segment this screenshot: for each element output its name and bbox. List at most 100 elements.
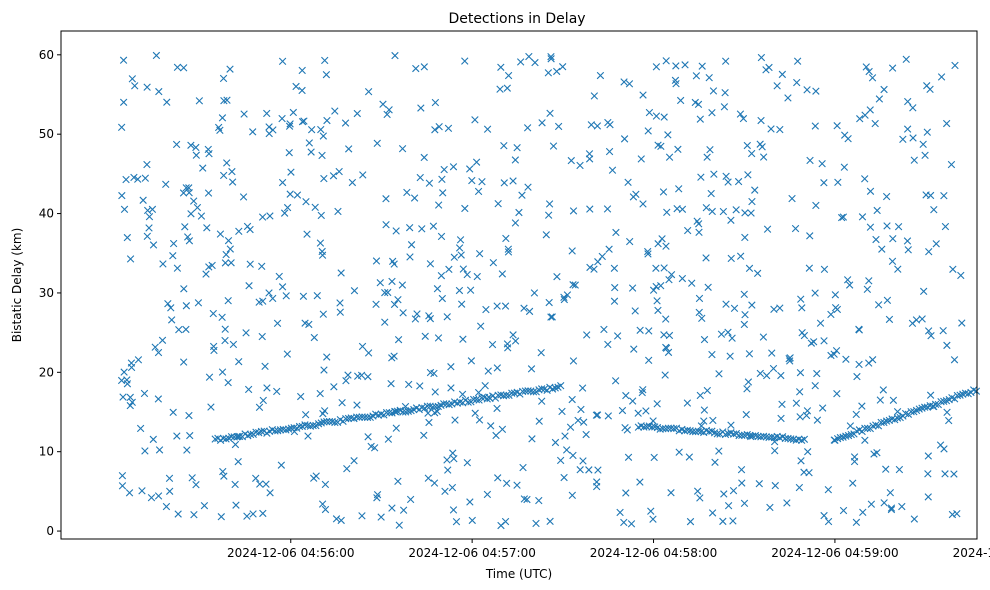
data-point	[700, 417, 708, 425]
data-point	[729, 487, 738, 495]
data-point	[265, 123, 273, 131]
data-point	[708, 509, 717, 517]
data-point	[531, 58, 539, 67]
data-point	[261, 362, 269, 371]
data-point	[221, 259, 230, 267]
data-point	[372, 257, 381, 265]
data-point	[688, 279, 696, 287]
data-point	[231, 440, 240, 449]
y-tick-label: 0	[46, 524, 54, 538]
data-point	[904, 246, 912, 254]
y-tick-label: 20	[39, 365, 54, 379]
data-point	[219, 434, 228, 443]
data-point	[683, 426, 692, 434]
data-point	[416, 173, 424, 182]
data-point	[364, 349, 373, 357]
data-point	[924, 327, 933, 335]
data-point	[578, 384, 587, 392]
data-point	[812, 87, 820, 95]
data-point	[759, 153, 768, 161]
data-point	[219, 467, 227, 476]
data-point	[217, 513, 225, 521]
data-point	[256, 480, 264, 488]
data-point	[455, 244, 464, 252]
data-point	[118, 482, 127, 490]
data-point	[228, 178, 237, 186]
data-point	[586, 205, 594, 213]
data-point	[833, 389, 841, 398]
data-point	[174, 510, 182, 518]
data-point	[553, 272, 561, 281]
data-point	[117, 123, 126, 131]
data-point	[853, 372, 861, 381]
data-point	[221, 336, 229, 345]
data-point	[831, 291, 840, 299]
data-point	[755, 480, 763, 488]
data-point	[464, 398, 472, 406]
data-point	[803, 86, 811, 94]
data-point	[538, 397, 546, 405]
data-point	[811, 122, 819, 130]
data-point	[509, 177, 517, 185]
data-point	[444, 466, 452, 474]
data-point	[246, 260, 254, 268]
data-point	[498, 425, 507, 434]
data-point	[694, 427, 702, 435]
data-point	[474, 187, 483, 196]
data-point	[433, 285, 442, 293]
data-point	[842, 355, 850, 363]
data-point	[662, 315, 670, 323]
data-point	[266, 489, 274, 497]
data-point	[311, 203, 319, 211]
data-point	[394, 296, 402, 304]
data-point	[364, 433, 372, 441]
data-point	[888, 64, 897, 72]
data-point	[736, 252, 745, 260]
data-point	[276, 426, 285, 434]
data-point	[863, 424, 872, 433]
data-point	[803, 407, 812, 415]
data-point	[152, 51, 161, 60]
data-point	[320, 366, 328, 374]
data-point	[951, 61, 959, 70]
data-point	[767, 125, 775, 133]
data-point	[316, 389, 324, 398]
data-point	[209, 309, 217, 318]
data-point	[703, 153, 711, 161]
data-point	[546, 517, 554, 526]
data-point	[377, 513, 385, 521]
data-point	[622, 391, 630, 400]
data-point	[239, 193, 248, 201]
data-point	[770, 437, 779, 446]
data-point	[317, 211, 325, 220]
data-point	[125, 489, 134, 497]
data-point	[757, 116, 765, 125]
data-point	[647, 507, 655, 515]
data-point	[140, 389, 149, 398]
data-point	[902, 55, 910, 64]
data-point	[567, 156, 575, 165]
data-point	[610, 264, 619, 272]
data-point	[420, 431, 428, 440]
data-point	[620, 518, 628, 527]
data-point	[456, 398, 464, 406]
data-point	[777, 414, 785, 423]
data-point	[708, 207, 716, 216]
data-point	[611, 283, 619, 292]
data-point	[722, 172, 730, 181]
x-axis: 2024-12-06 04:56:00 2024-12-06 04:57:00 20…	[227, 539, 990, 560]
data-point	[695, 308, 703, 317]
data-point	[722, 300, 730, 308]
data-point	[566, 423, 575, 431]
data-point	[497, 521, 505, 530]
data-point	[203, 224, 211, 232]
data-point	[538, 119, 546, 127]
data-point	[437, 232, 446, 241]
data-point	[226, 65, 234, 73]
y-tick-label: 60	[39, 48, 54, 62]
data-point	[353, 109, 361, 118]
data-point	[353, 401, 361, 409]
data-point	[265, 289, 273, 297]
data-point	[743, 385, 751, 393]
data-point	[759, 333, 768, 341]
